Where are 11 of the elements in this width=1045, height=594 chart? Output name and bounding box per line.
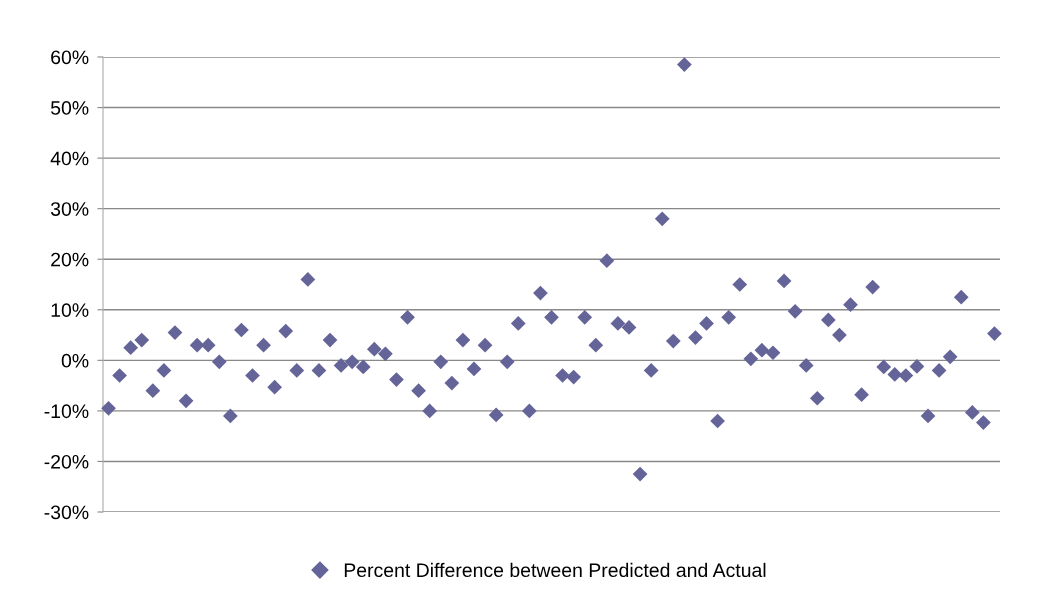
- y-tick-label: 0%: [61, 353, 89, 368]
- y-tick-label: -30%: [44, 505, 89, 520]
- y-tick-label: -20%: [44, 454, 89, 469]
- y-tick-label: 50%: [50, 101, 89, 115]
- y-tick-label: 10%: [51, 303, 89, 318]
- y-tick-label: 40%: [50, 151, 89, 166]
- y-tick-label: 20%: [51, 252, 89, 267]
- y-tick-label: 60%: [51, 50, 89, 65]
- y-tick-label: -10%: [44, 404, 89, 419]
- legend-label: Percent Difference between Predicted and Actual: [344, 562, 766, 578]
- y-tick-label: 30%: [50, 202, 89, 216]
